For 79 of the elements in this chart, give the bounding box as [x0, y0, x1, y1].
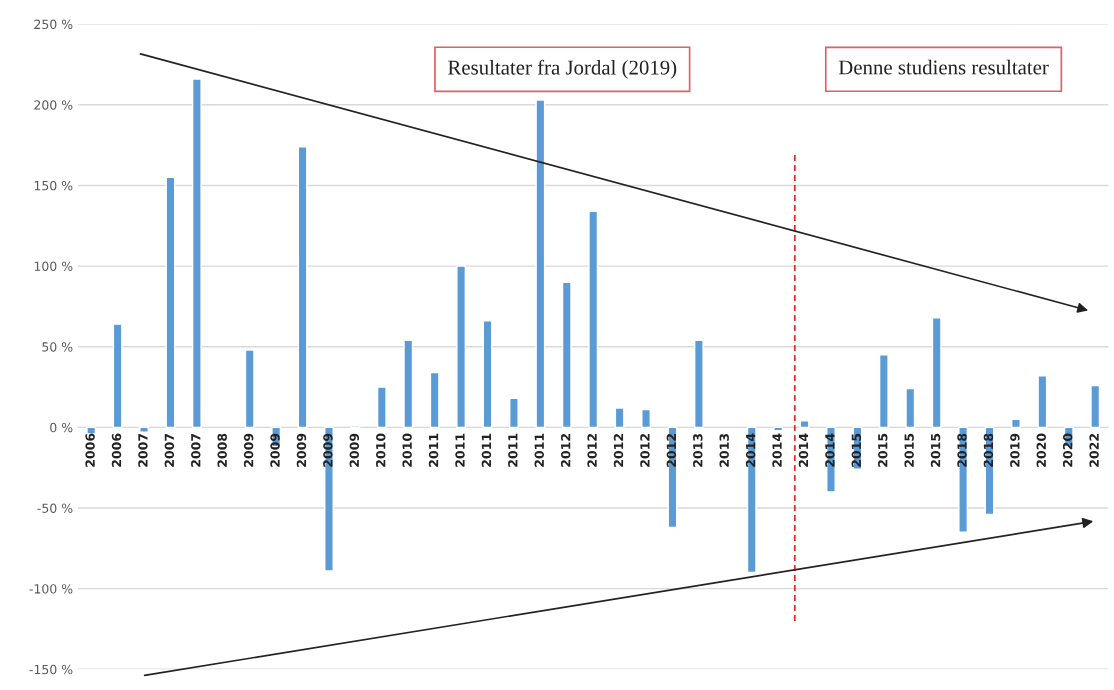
- y-tick-label: 150 %: [34, 180, 73, 191]
- x-tick-label: 2018: [983, 433, 994, 467]
- x-tick-label: 2018: [957, 433, 967, 467]
- x-tick-label: 2014: [772, 433, 782, 467]
- x-tick-label: 2011: [481, 433, 492, 467]
- bar: [773, 426, 784, 432]
- bar: [509, 397, 519, 429]
- bar: [139, 426, 149, 433]
- bar: [376, 386, 387, 429]
- x-tick-label: 2014: [798, 433, 809, 467]
- x-tick-label: 2011: [428, 433, 439, 467]
- bar: [614, 407, 625, 429]
- x-tick-label: 2012: [640, 434, 650, 467]
- x-tick-label: 2007: [138, 433, 148, 467]
- y-tick-label: -50 %: [37, 503, 73, 513]
- x-tick-label: 2014: [745, 433, 756, 467]
- x-tick-label: 2015: [930, 433, 941, 467]
- x-tick-label: 2006: [85, 433, 95, 467]
- x-tick-label: 2012: [666, 434, 677, 467]
- bar: [799, 420, 810, 429]
- y-tick-label: -100 %: [29, 584, 73, 594]
- bar: [403, 339, 414, 429]
- bar: [905, 387, 916, 429]
- x-tick-label: 2014: [825, 433, 835, 467]
- bar: [746, 426, 757, 574]
- x-tick-label: 2009: [323, 433, 333, 467]
- bar: [86, 426, 97, 435]
- y-tick-label: 100 %: [34, 261, 73, 272]
- bar: [165, 176, 176, 429]
- x-tick-label: 2009: [243, 433, 254, 467]
- x-tick-label: 2012: [613, 434, 624, 467]
- y-tick-label: 200 %: [34, 100, 73, 110]
- x-tick-label: 2006: [111, 433, 122, 467]
- x-tick-label: 2015: [904, 433, 914, 467]
- bar: [482, 320, 493, 429]
- bar: [456, 265, 467, 429]
- x-tick-label: 2019: [1010, 433, 1020, 467]
- x-tick-label: 2010: [376, 433, 386, 467]
- bar: [324, 426, 334, 572]
- bar: [1090, 384, 1101, 429]
- x-tick-label: 2007: [191, 433, 201, 467]
- bar: [112, 323, 123, 429]
- x-tick-label: 2011: [508, 433, 518, 467]
- bar: [931, 316, 942, 429]
- bar: [244, 349, 255, 429]
- bar: [535, 99, 546, 429]
- bar: [878, 354, 889, 429]
- bar: [429, 371, 440, 429]
- bar: [693, 339, 704, 429]
- annotation: Resultater fra Jordal (2019): [448, 59, 677, 79]
- x-tick-label: 2007: [164, 433, 175, 467]
- x-tick-label: 2022: [1089, 434, 1099, 467]
- x-tick-label: 2009: [349, 433, 360, 467]
- bar: [1037, 375, 1048, 429]
- x-tick-label: 2011: [455, 433, 465, 467]
- x-tick-label: 2008: [217, 433, 227, 467]
- x-tick-label: 2010: [402, 433, 412, 467]
- bar: [561, 281, 572, 429]
- x-tick-label: 2012: [560, 434, 571, 467]
- y-tick-label: 250 %: [34, 19, 73, 30]
- y-tick-label: 0 %: [50, 422, 73, 433]
- x-tick-label: 2009: [270, 433, 280, 467]
- x-tick-label: 2020: [1036, 433, 1046, 467]
- x-tick-label: 2011: [534, 433, 544, 467]
- x-tick-label: 2015: [878, 433, 888, 467]
- bar: [588, 210, 599, 429]
- x-tick-label: 2020: [1062, 433, 1073, 467]
- x-tick-label: 2015: [851, 433, 862, 467]
- y-tick-label: -150 %: [29, 664, 73, 675]
- bar: [297, 146, 308, 429]
- x-tick-label: 2009: [296, 433, 307, 467]
- x-tick-label: 2013: [693, 433, 703, 467]
- x-tick-label: 2012: [587, 434, 597, 467]
- bar: [641, 408, 651, 429]
- x-tick-label: 2013: [719, 433, 729, 467]
- bar: [1011, 418, 1021, 429]
- annotation: Denne studiens resultater: [838, 59, 1049, 75]
- bar: [191, 78, 202, 429]
- y-tick-label: 50 %: [42, 342, 73, 352]
